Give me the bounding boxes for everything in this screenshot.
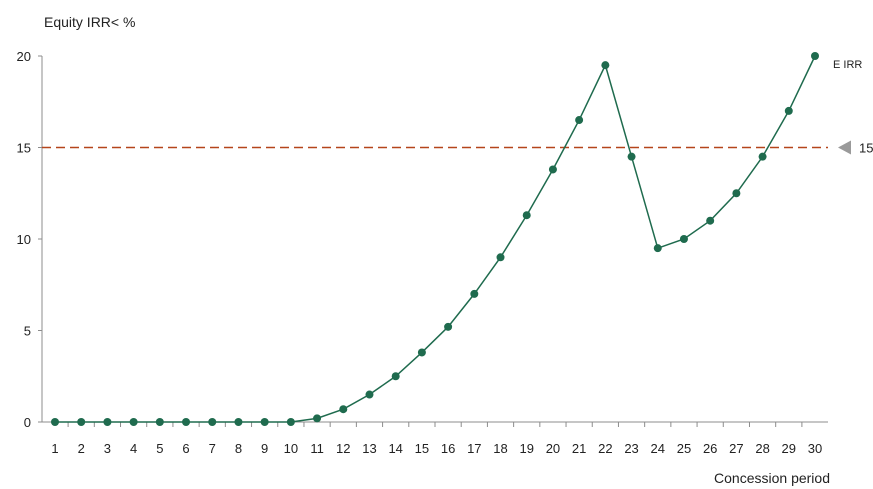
y-tick-label: 0	[24, 415, 31, 430]
data-point	[182, 418, 191, 426]
x-tick-label: 20	[546, 441, 560, 456]
x-tick-label: 16	[441, 441, 455, 456]
x-tick-label: 5	[156, 441, 163, 456]
y-tick-label: 10	[17, 232, 31, 247]
x-tick-label: 18	[493, 441, 507, 456]
series-group	[51, 52, 819, 426]
data-point	[129, 418, 138, 426]
data-point	[234, 418, 243, 426]
reference-line-label: 15	[859, 141, 873, 156]
data-point	[758, 152, 767, 161]
labels-group: E IRR	[833, 59, 862, 71]
x-tick-label: 27	[729, 441, 743, 456]
x-tick-label: 3	[104, 441, 111, 456]
x-tick-label: 12	[336, 441, 350, 456]
x-tick-label: 15	[415, 441, 429, 456]
data-point	[417, 348, 426, 357]
data-point	[77, 418, 86, 426]
data-point	[706, 216, 715, 225]
data-point	[601, 61, 610, 70]
data-point	[679, 235, 688, 243]
x-tick-label: 21	[572, 441, 586, 456]
x-tick-label: 6	[182, 441, 189, 456]
x-tick-label: 1	[51, 441, 58, 456]
reference-marker-icon	[838, 140, 851, 155]
data-point	[155, 418, 164, 426]
data-point	[732, 189, 741, 198]
data-point	[208, 418, 217, 426]
data-point	[653, 244, 662, 253]
data-point	[103, 418, 112, 426]
y-axis-title: Equity IRR< %	[44, 14, 135, 30]
y-tick-label: 15	[17, 141, 31, 156]
x-tick-label: 7	[209, 441, 216, 456]
x-tick-label: 29	[782, 441, 796, 456]
x-tick-label: 13	[362, 441, 376, 456]
x-tick-label: 8	[235, 441, 242, 456]
x-axis-title: Concession period	[714, 470, 830, 486]
x-tick-label: 10	[284, 441, 298, 456]
x-tick-label: 23	[624, 441, 638, 456]
data-point	[548, 165, 557, 174]
data-point	[286, 418, 295, 426]
data-point	[51, 418, 59, 426]
reference-line-group: 15	[42, 140, 873, 156]
x-tick-label: 2	[78, 441, 85, 456]
data-point	[339, 405, 348, 414]
y-tick-label: 20	[17, 49, 31, 64]
data-point	[260, 418, 269, 426]
x-tick-label: 24	[651, 441, 665, 456]
y-tick-label: 5	[24, 324, 31, 339]
data-point	[522, 211, 531, 220]
data-point	[365, 390, 374, 399]
x-tick-label: 25	[677, 441, 691, 456]
data-point	[444, 322, 453, 331]
x-tick-label: 14	[388, 441, 402, 456]
x-tick-label: 28	[755, 441, 769, 456]
data-point	[313, 414, 322, 423]
data-point	[496, 253, 505, 262]
x-tick-label: 9	[261, 441, 268, 456]
x-tick-label: 30	[808, 441, 822, 456]
data-point	[627, 152, 636, 161]
series-line-1	[55, 55, 816, 423]
x-tick-label: 17	[467, 441, 481, 456]
x-tick-label: 22	[598, 441, 612, 456]
data-point	[575, 116, 584, 125]
data-point	[470, 289, 479, 298]
data-point	[784, 106, 793, 115]
series-label: E IRR	[833, 59, 862, 71]
x-tick-label: 19	[519, 441, 533, 456]
data-point	[811, 52, 819, 60]
x-tick-label: 4	[130, 441, 137, 456]
data-point	[391, 372, 400, 381]
x-tick-label: 11	[310, 441, 324, 456]
x-tick-label: 26	[703, 441, 717, 456]
